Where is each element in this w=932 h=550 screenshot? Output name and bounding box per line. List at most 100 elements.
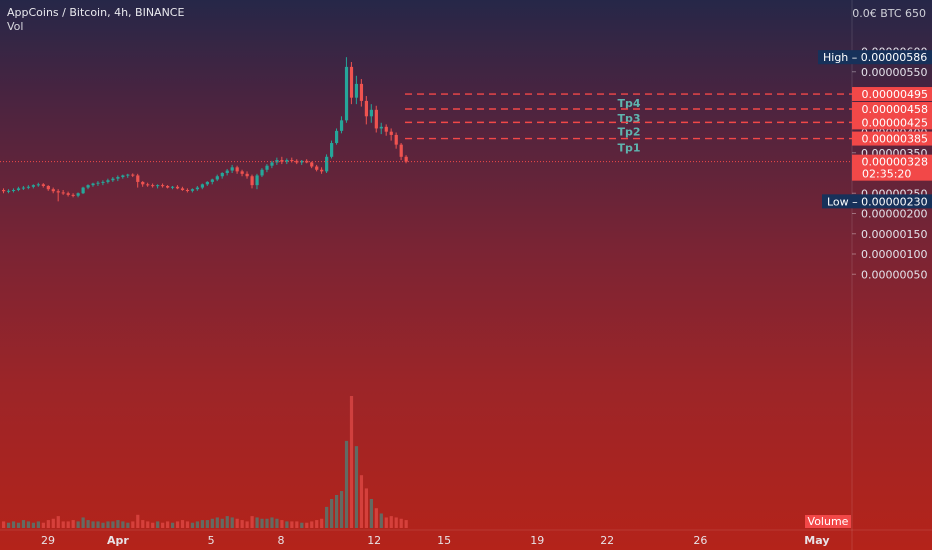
- candle[interactable]: [36, 182, 40, 187]
- candle[interactable]: [21, 185, 26, 191]
- candle[interactable]: [200, 183, 204, 190]
- candle[interactable]: [91, 182, 95, 187]
- candle[interactable]: [71, 193, 75, 198]
- volume-bar: [71, 520, 75, 528]
- x-tick-label: 5: [208, 534, 215, 547]
- candle[interactable]: [359, 79, 364, 107]
- low-label: Low: [827, 195, 849, 208]
- candle[interactable]: [285, 158, 289, 165]
- volume-indicator-label[interactable]: Vol: [7, 20, 24, 33]
- volume-bar: [6, 522, 11, 528]
- target-price-value: 0.00000495: [862, 88, 928, 101]
- candle[interactable]: [384, 124, 388, 136]
- symbol-title[interactable]: AppCoins / Bitcoin, 4h, BINANCE: [7, 6, 185, 19]
- candle[interactable]: [11, 188, 16, 193]
- candle[interactable]: [101, 180, 105, 186]
- candle[interactable]: [81, 186, 85, 195]
- candle[interactable]: [121, 174, 125, 179]
- candle[interactable]: [96, 181, 100, 186]
- candle[interactable]: [205, 181, 209, 186]
- candle[interactable]: [225, 168, 229, 176]
- candle[interactable]: [389, 128, 393, 141]
- candle[interactable]: [250, 174, 254, 189]
- candle[interactable]: [116, 175, 120, 182]
- candle[interactable]: [369, 104, 373, 123]
- candle[interactable]: [26, 185, 31, 190]
- candle[interactable]: [300, 160, 304, 165]
- candle-body: [285, 160, 289, 162]
- candle[interactable]: [310, 161, 314, 169]
- candle[interactable]: [51, 187, 55, 194]
- candle[interactable]: [255, 173, 259, 190]
- candle[interactable]: [146, 182, 150, 187]
- candle[interactable]: [166, 185, 170, 189]
- candle[interactable]: [61, 190, 65, 195]
- candle[interactable]: [6, 189, 11, 194]
- candle[interactable]: [106, 178, 110, 184]
- candle[interactable]: [46, 185, 50, 191]
- candle[interactable]: [185, 188, 190, 193]
- candle[interactable]: [31, 184, 36, 189]
- candle[interactable]: [270, 160, 274, 169]
- candle[interactable]: [141, 181, 145, 187]
- candle[interactable]: [56, 189, 60, 202]
- low-separator: –: [849, 195, 862, 208]
- candle[interactable]: [379, 122, 383, 135]
- candle[interactable]: [240, 169, 244, 177]
- candle[interactable]: [126, 173, 130, 178]
- candle[interactable]: [170, 185, 175, 190]
- candle[interactable]: [354, 75, 359, 105]
- candle[interactable]: [16, 186, 21, 192]
- x-tick-label: May: [804, 534, 829, 547]
- volume-bar: [31, 522, 36, 528]
- candle[interactable]: [295, 159, 299, 165]
- candle[interactable]: [156, 184, 160, 189]
- candle[interactable]: [161, 183, 165, 188]
- bar-countdown: 02:35:20: [862, 168, 911, 181]
- volume-bar: [285, 521, 289, 528]
- volume-bar: [240, 520, 244, 528]
- candle[interactable]: [404, 155, 408, 164]
- candle[interactable]: [364, 96, 369, 125]
- candle[interactable]: [136, 173, 140, 188]
- candle[interactable]: [41, 183, 45, 188]
- candle[interactable]: [315, 164, 319, 172]
- candle[interactable]: [280, 156, 284, 165]
- candle[interactable]: [175, 185, 180, 190]
- candle[interactable]: [230, 164, 234, 173]
- candle[interactable]: [215, 174, 219, 182]
- volume-bar: [334, 495, 339, 528]
- candle[interactable]: [220, 172, 224, 179]
- candle[interactable]: [399, 143, 403, 161]
- candle[interactable]: [235, 165, 239, 174]
- candle[interactable]: [344, 57, 349, 123]
- candle[interactable]: [2, 188, 6, 194]
- candle[interactable]: [349, 62, 354, 105]
- candle[interactable]: [131, 173, 135, 178]
- candle[interactable]: [334, 128, 339, 145]
- candle[interactable]: [245, 171, 249, 179]
- candle[interactable]: [180, 186, 185, 191]
- candle[interactable]: [265, 164, 269, 173]
- candle-body: [86, 185, 90, 188]
- candle[interactable]: [210, 178, 214, 185]
- candle[interactable]: [330, 140, 334, 159]
- candle[interactable]: [260, 168, 264, 178]
- candle[interactable]: [111, 177, 115, 182]
- candle[interactable]: [325, 154, 329, 173]
- candle[interactable]: [66, 191, 70, 197]
- volume-bar: [225, 516, 229, 528]
- candle[interactable]: [394, 132, 398, 149]
- candle[interactable]: [374, 105, 378, 133]
- candle-body: [240, 171, 244, 174]
- candle[interactable]: [76, 192, 80, 198]
- candle[interactable]: [320, 167, 324, 174]
- candle[interactable]: [339, 116, 344, 134]
- candle[interactable]: [195, 185, 200, 191]
- volume-bar: [76, 521, 80, 528]
- volume-bar: [364, 488, 369, 528]
- candle[interactable]: [151, 183, 155, 188]
- candle[interactable]: [86, 184, 90, 190]
- candle[interactable]: [190, 188, 195, 193]
